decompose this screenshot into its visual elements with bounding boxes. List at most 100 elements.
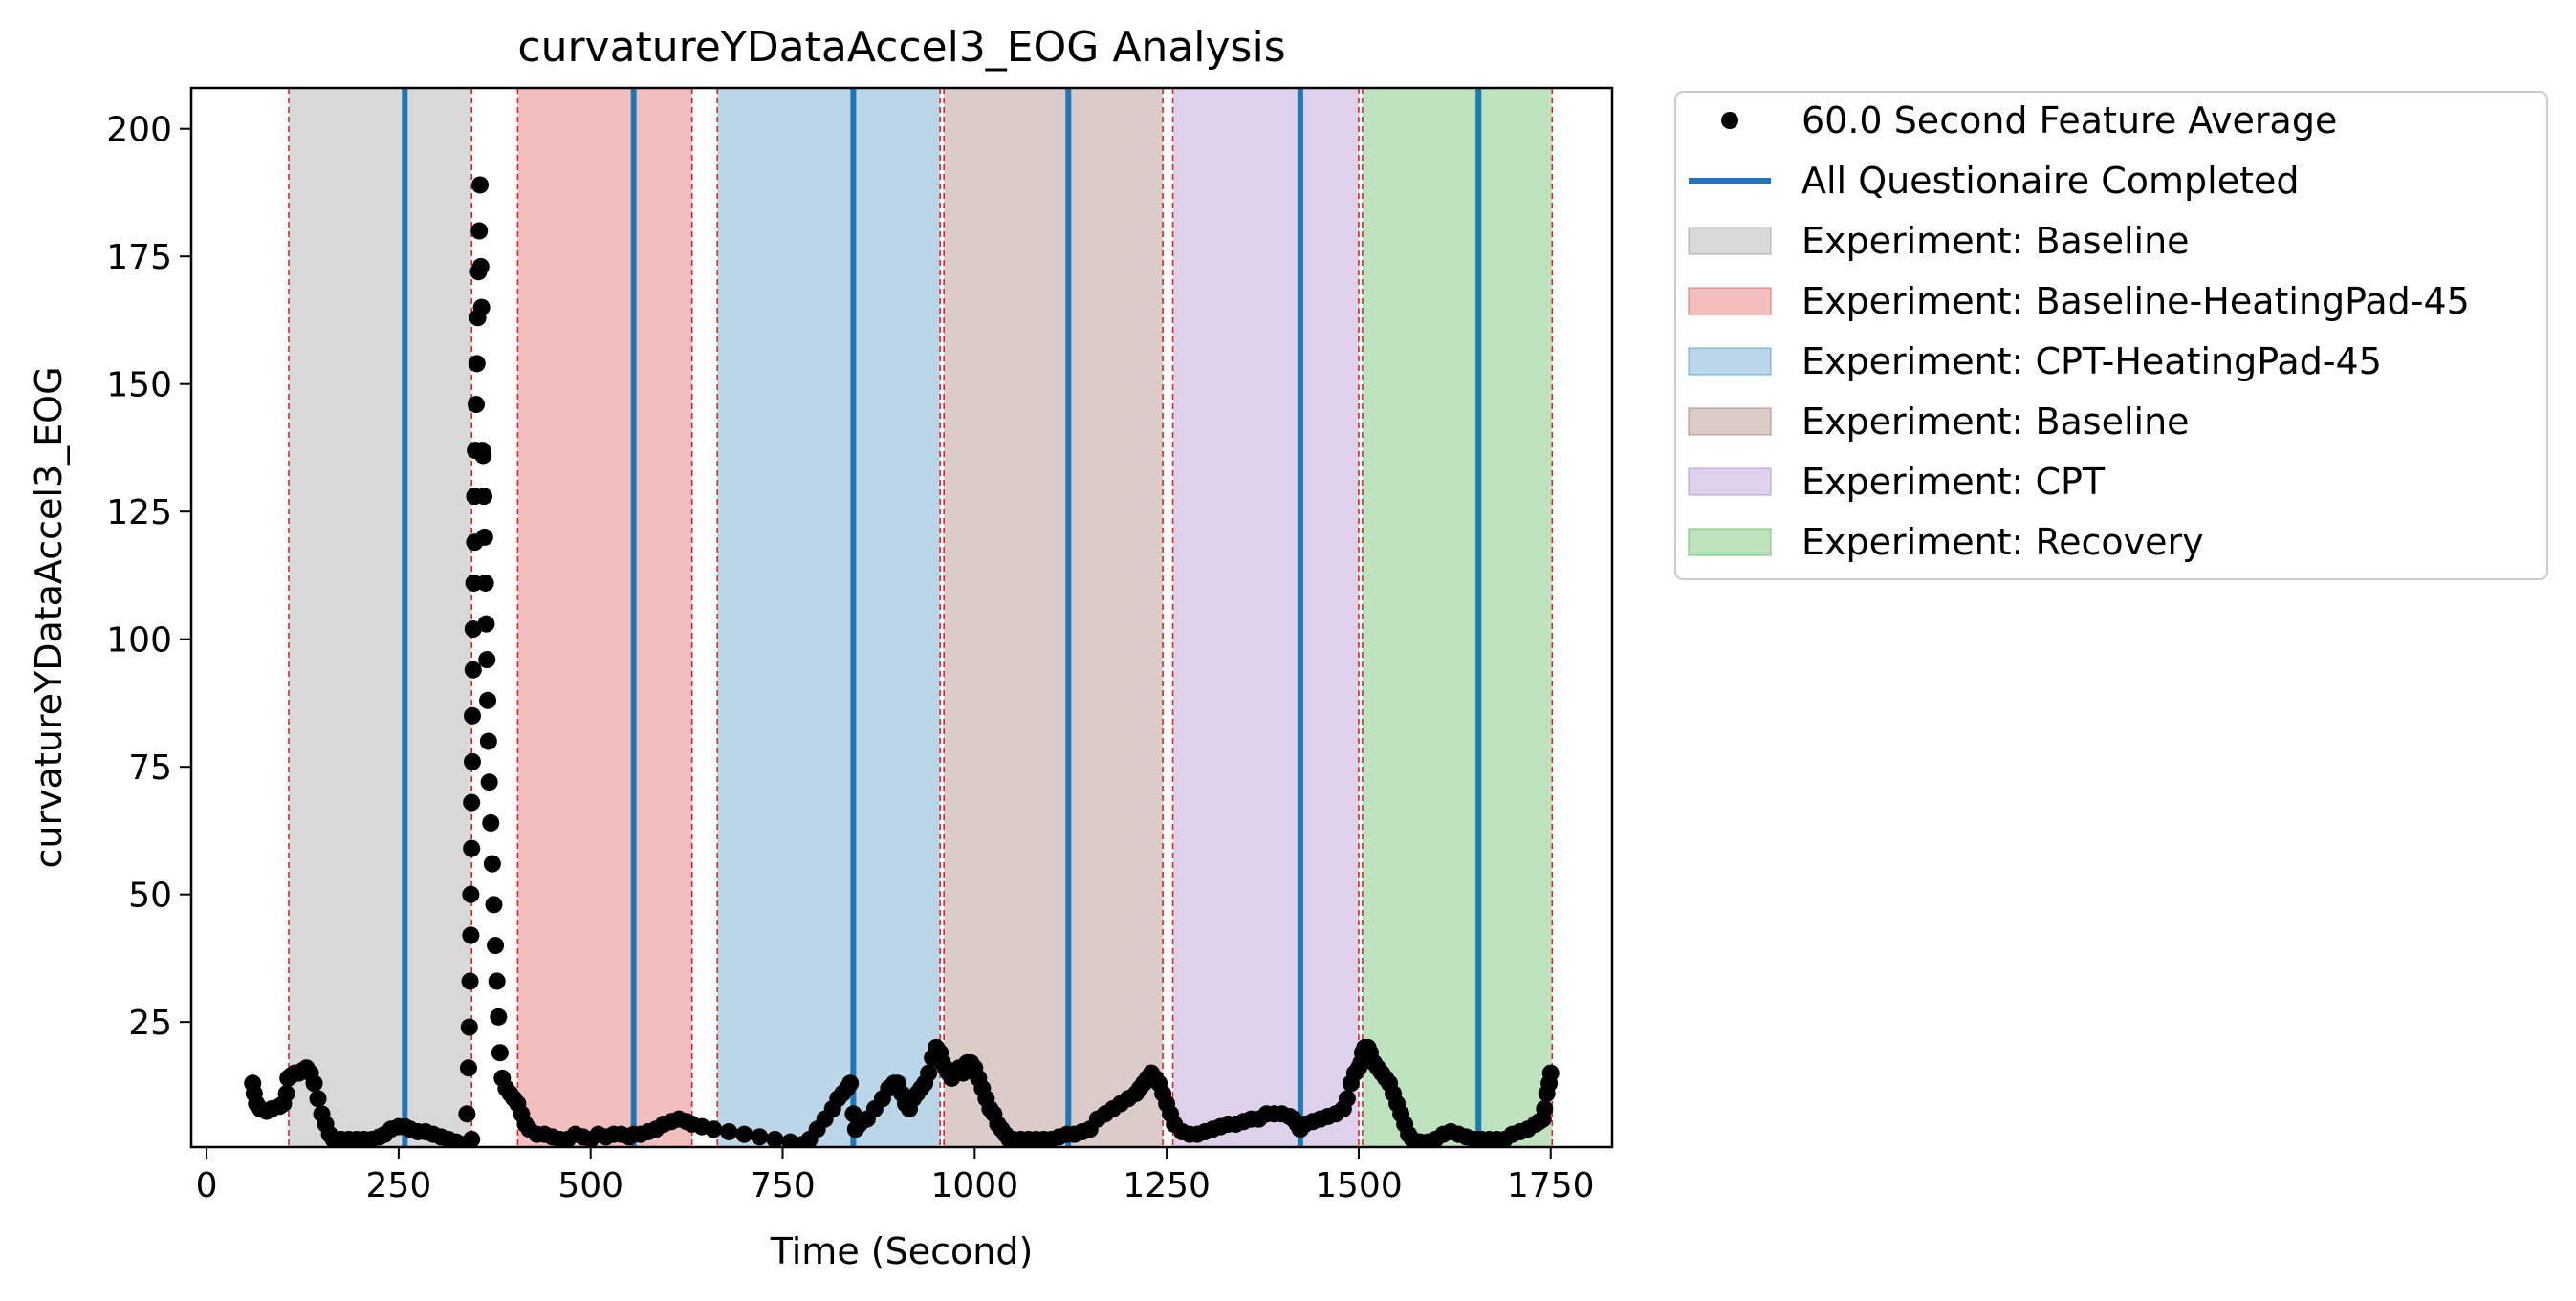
data-point (479, 732, 497, 750)
data-point (751, 1128, 769, 1146)
data-point (462, 926, 480, 944)
y-tick-label: 200 (106, 111, 172, 150)
x-tick-label: 1000 (930, 1166, 1018, 1205)
data-point (463, 752, 481, 770)
data-point (460, 1018, 478, 1036)
data-point (305, 1074, 323, 1093)
legend-frame (1674, 91, 2548, 580)
legend-label: 60.0 Second Feature Average (1801, 99, 2337, 141)
data-point (488, 972, 506, 990)
data-point (485, 896, 503, 914)
data-point (720, 1122, 738, 1140)
legend-swatch (1688, 467, 1772, 496)
legend-marker (1721, 112, 1738, 129)
data-point (735, 1125, 753, 1143)
data-point (480, 773, 498, 791)
legend: 60.0 Second Feature Average All Questiona… (1674, 91, 2548, 580)
data-point (1541, 1064, 1560, 1082)
data-point (470, 222, 489, 240)
x-tick-label: 750 (750, 1166, 816, 1205)
y-tick-label: 75 (128, 748, 172, 788)
data-point (482, 813, 500, 832)
data-point (475, 488, 493, 506)
data-point (479, 691, 497, 709)
data-point (459, 1059, 477, 1077)
data-point (1338, 1090, 1356, 1108)
legend-label: Experiment: Baseline (1801, 220, 2190, 262)
data-point (491, 1044, 509, 1062)
legend-item: Experiment: Baseline (1688, 401, 2190, 443)
legend-label: Experiment: Recovery (1801, 521, 2204, 563)
legend-item: Experiment: Recovery (1688, 521, 2204, 563)
legend-item: All Questionaire Completed (1689, 160, 2300, 202)
data-point (463, 706, 481, 725)
data-point (277, 1084, 295, 1102)
region-2 (517, 88, 692, 1147)
data-point (475, 528, 493, 546)
region-4 (944, 88, 1164, 1147)
x-tick-label: 1750 (1507, 1166, 1595, 1205)
data-point (766, 1130, 784, 1147)
x-tick-label: 1500 (1315, 1166, 1403, 1205)
legend-item: 60.0 Second Feature Average (1721, 99, 2337, 141)
legend-label: Experiment: CPT (1801, 461, 2106, 503)
chart-title: curvatureYDataAccel3_EOG Analysis (517, 23, 1285, 72)
data-point (463, 793, 481, 812)
y-tick-label: 125 (106, 493, 172, 532)
y-tick-label: 50 (128, 877, 172, 916)
x-tick-label: 0 (196, 1166, 218, 1205)
legend-item: Experiment: Baseline-HeatingPad-45 (1688, 280, 2470, 322)
legend-item: Experiment: Baseline (1688, 220, 2190, 262)
x-tick-label: 500 (557, 1166, 623, 1205)
y-tick-label: 100 (106, 621, 172, 661)
data-point (463, 839, 481, 857)
legend-item: Experiment: CPT-HeatingPad-45 (1688, 340, 2382, 382)
data-point (458, 1105, 476, 1123)
plot-frame (189, 86, 1614, 1149)
data-point (468, 396, 486, 414)
legend-label: Experiment: Baseline-HeatingPad-45 (1801, 280, 2470, 322)
x-tick-label: 1250 (1123, 1166, 1211, 1205)
data-point (478, 651, 496, 669)
legend-swatch (1688, 227, 1772, 255)
data-point (920, 1064, 938, 1082)
data-point (1536, 1099, 1554, 1117)
data-point (309, 1090, 327, 1108)
data-point (841, 1074, 860, 1093)
legend-item: Experiment: CPT (1688, 461, 2106, 503)
region-1 (289, 88, 472, 1147)
data-point (468, 355, 486, 373)
x-axis-label: Time (Second) (770, 1230, 1034, 1272)
legend-label: Experiment: CPT-HeatingPad-45 (1801, 340, 2382, 382)
x-tick-label: 250 (366, 1166, 432, 1205)
data-point (472, 298, 491, 316)
data-point (462, 885, 480, 903)
data-point (471, 257, 490, 275)
data-point (490, 1008, 508, 1026)
legend-label: Experiment: Baseline (1801, 401, 2190, 443)
y-tick-label: 175 (106, 238, 172, 277)
data-point (487, 937, 505, 955)
region-6 (1362, 88, 1553, 1147)
region-5 (1172, 88, 1359, 1147)
data-point (483, 855, 501, 873)
legend-swatch (1688, 407, 1772, 436)
y-tick-label: 25 (128, 1004, 172, 1043)
data-point (476, 574, 494, 592)
legend-swatch (1688, 528, 1772, 556)
y-axis-label: curvatureYDataAccel3_EOG (28, 366, 70, 868)
data-point (474, 446, 492, 465)
legend-label: All Questionaire Completed (1801, 160, 2300, 202)
data-point (477, 615, 495, 633)
legend-swatch (1688, 347, 1772, 376)
data-point (463, 1130, 481, 1147)
region-3 (717, 88, 941, 1147)
data-point (471, 176, 490, 194)
data-point (461, 972, 479, 990)
y-tick-label: 150 (106, 366, 172, 405)
legend-swatch (1688, 287, 1772, 315)
data-point (464, 661, 482, 679)
data-point (464, 620, 482, 639)
data-point (705, 1120, 723, 1138)
